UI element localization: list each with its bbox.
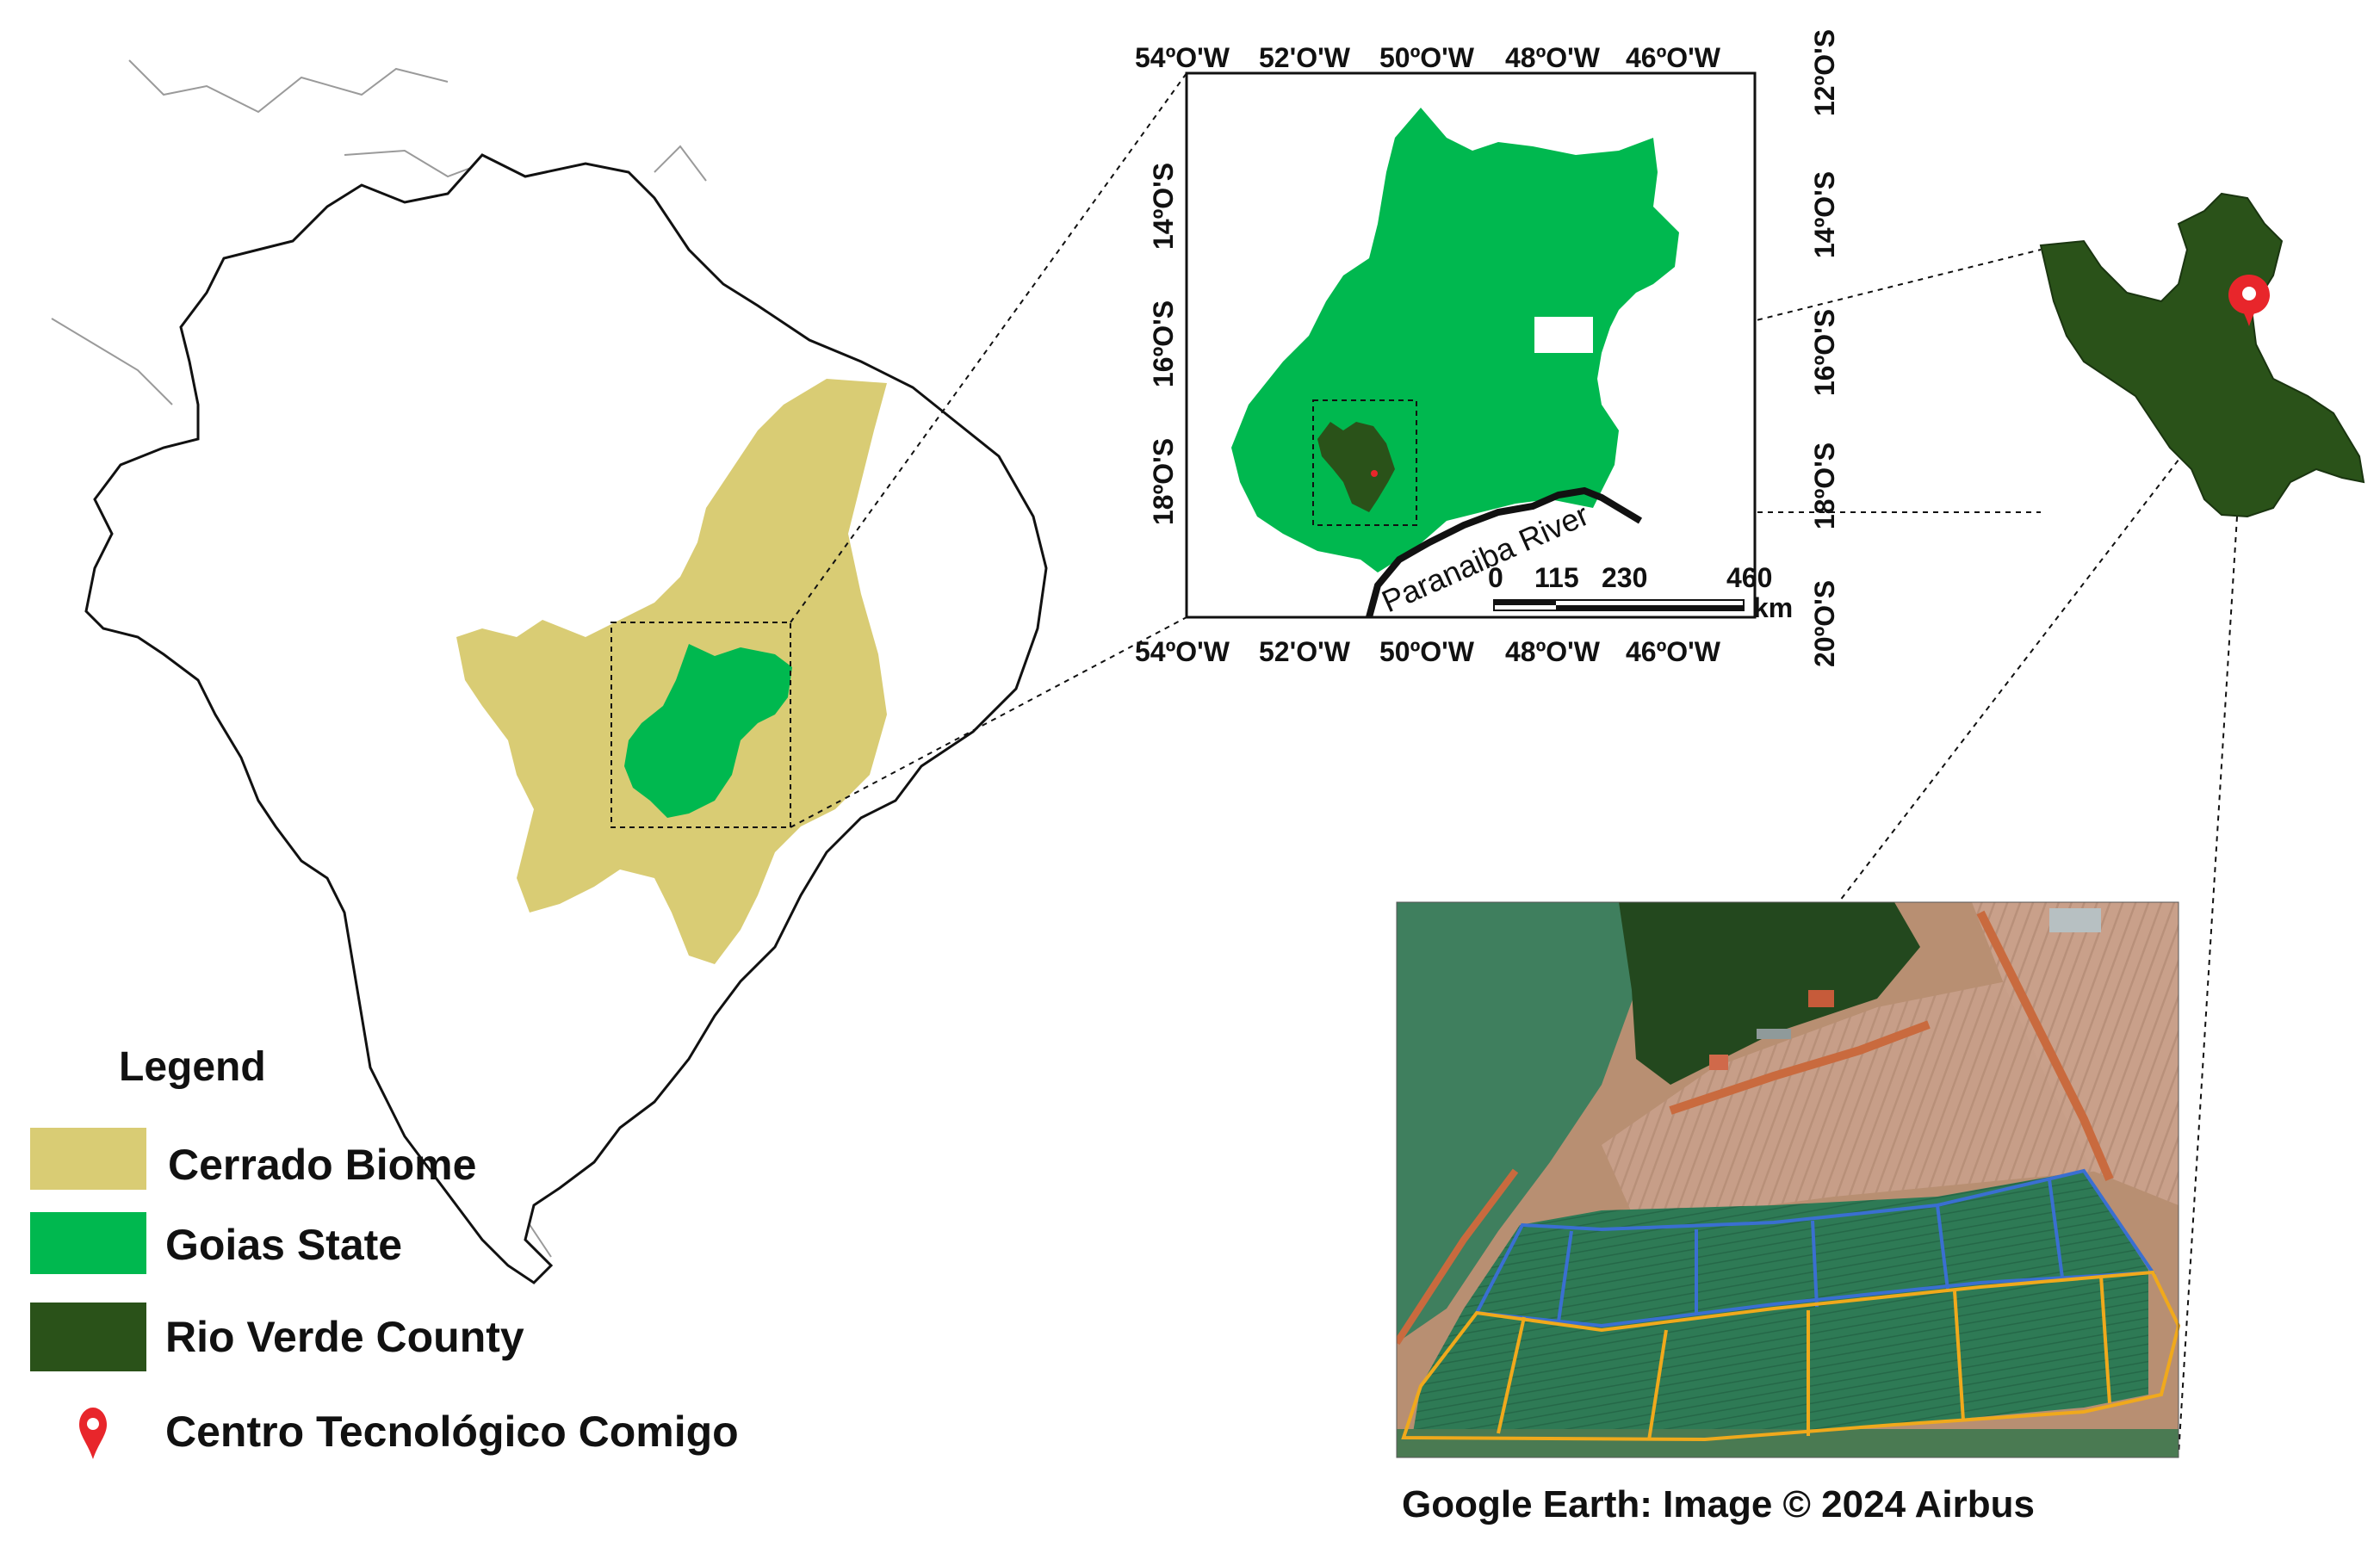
brazil-map <box>51 59 1048 1284</box>
legend-map-pin-icon <box>79 1408 107 1459</box>
legend-swatch-cerrado <box>30 1128 146 1190</box>
scale-bar: 0 115 230 460 km <box>1488 562 1793 623</box>
inset-rio-verde-shape <box>1317 422 1395 512</box>
scale-unit: km <box>1753 592 1793 623</box>
svg-text:16ºO'S: 16ºO'S <box>1148 300 1179 387</box>
legend-label-goias: Goias State <box>165 1221 402 1269</box>
lon-labels-top: 54ºO'W 52'O'W 50ºO'W 48ºO'W 46ºO'W <box>1135 42 1721 73</box>
lon-labels-bottom: 54ºO'W 52'O'W 50ºO'W 48ºO'W 46ºO'W <box>1135 636 1721 667</box>
svg-text:54ºO'W: 54ºO'W <box>1135 636 1230 667</box>
rio-verde-county-shape <box>2039 192 2365 518</box>
svg-text:16ºO'S: 16ºO'S <box>1809 309 1840 396</box>
svg-text:18ºO'S: 18ºO'S <box>1809 442 1840 529</box>
paranaiba-river-line <box>1366 486 1643 619</box>
lat-labels-right: 12ºO'S 14ºO'S 16ºO'S 18ºO'S 20ºO'S <box>1809 29 1840 667</box>
brazil-selection-box <box>610 622 791 828</box>
cerrado-biome-region <box>456 379 887 964</box>
legend-title: Legend <box>119 1044 266 1090</box>
svg-text:18ºO'S: 18ºO'S <box>1148 438 1179 525</box>
federal-district-cutout <box>1534 317 1593 353</box>
svg-text:14ºO'S: 14ºO'S <box>1809 171 1840 258</box>
svg-text:12ºO'S: 12ºO'S <box>1809 29 1840 116</box>
rio-verde-county-map <box>2039 192 2365 518</box>
lat-labels-left: 14ºO'S 16ºO'S 18ºO'S <box>1148 163 1179 525</box>
scale-label-0: 0 <box>1488 562 1503 593</box>
svg-text:20ºO'S: 20ºO'S <box>1809 580 1840 667</box>
goias-state-region <box>624 644 792 818</box>
legend: Legend Cerrado Biome Goias State Rio Ver… <box>30 1044 739 1459</box>
experimental-plots-blue <box>1473 1168 2156 1328</box>
svg-text:46ºO'W: 46ºO'W <box>1626 42 1721 73</box>
legend-swatch-rio-verde <box>30 1303 146 1371</box>
comigo-map-pin-icon <box>2228 275 2270 330</box>
svg-text:52'O'W: 52'O'W <box>1259 636 1351 667</box>
svg-text:54ºO'W: 54ºO'W <box>1135 42 1230 73</box>
svg-text:50ºO'W: 50ºO'W <box>1379 42 1475 73</box>
svg-text:48ºO'W: 48ºO'W <box>1505 636 1601 667</box>
legend-label-rio-verde: Rio Verde County <box>165 1313 524 1361</box>
legend-label-cerrado: Cerrado Biome <box>168 1141 476 1189</box>
legend-label-comigo: Centro Tecnológico Comigo <box>165 1408 739 1456</box>
scale-label-115: 115 <box>1534 562 1579 593</box>
svg-text:52'O'W: 52'O'W <box>1259 42 1351 73</box>
svg-text:14ºO'S: 14ºO'S <box>1148 163 1179 250</box>
svg-text:50ºO'W: 50ºO'W <box>1379 636 1475 667</box>
inset-comigo-dot <box>1371 470 1378 477</box>
satellite-image <box>1397 902 2179 1457</box>
imagery-credit: Google Earth: Image © 2024 Airbus <box>1402 1483 2035 1525</box>
legend-swatch-goias <box>30 1212 146 1274</box>
experimental-plots-orange <box>1401 1270 2181 1442</box>
svg-text:46ºO'W: 46ºO'W <box>1626 636 1721 667</box>
goias-inset-map: Paranaiba River 0 115 230 460 km 54ºO'W … <box>1135 29 1840 667</box>
scale-label-460: 460 <box>1726 562 1772 593</box>
satellite-frame <box>1396 901 2179 1458</box>
inset-selection-box <box>1312 399 1417 526</box>
scale-label-230: 230 <box>1602 562 1647 593</box>
svg-text:48ºO'W: 48ºO'W <box>1505 42 1601 73</box>
